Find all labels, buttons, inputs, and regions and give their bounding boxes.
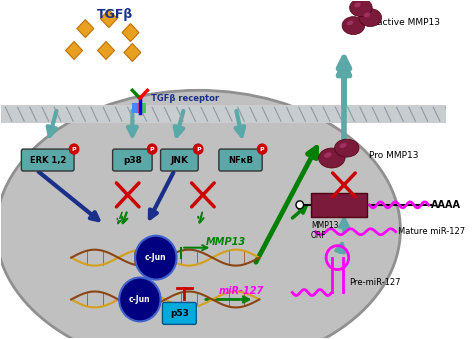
Ellipse shape bbox=[342, 17, 365, 35]
Text: TGFβ receptor: TGFβ receptor bbox=[151, 94, 219, 103]
Ellipse shape bbox=[335, 139, 359, 157]
Text: Pro MMP13: Pro MMP13 bbox=[369, 151, 419, 160]
Circle shape bbox=[135, 236, 176, 280]
Text: miR-127: miR-127 bbox=[219, 286, 264, 297]
Bar bbox=[0, 105, 447, 123]
Polygon shape bbox=[65, 41, 82, 59]
Circle shape bbox=[119, 278, 161, 321]
Text: P: P bbox=[72, 146, 76, 152]
Text: NFκB: NFκB bbox=[228, 156, 253, 164]
Polygon shape bbox=[122, 24, 139, 41]
Text: c-Jun: c-Jun bbox=[129, 295, 151, 304]
Ellipse shape bbox=[354, 2, 361, 7]
Text: MMP13
ORF: MMP13 ORF bbox=[311, 221, 338, 240]
Text: P: P bbox=[260, 146, 264, 152]
Polygon shape bbox=[98, 41, 115, 59]
Circle shape bbox=[147, 144, 157, 154]
FancyBboxPatch shape bbox=[219, 149, 262, 171]
FancyBboxPatch shape bbox=[142, 103, 146, 113]
Circle shape bbox=[296, 201, 303, 209]
Circle shape bbox=[257, 144, 267, 154]
Text: Mature miR-127: Mature miR-127 bbox=[398, 227, 465, 236]
Text: P: P bbox=[150, 146, 155, 152]
Text: c-Jun: c-Jun bbox=[145, 253, 167, 262]
Polygon shape bbox=[77, 20, 94, 38]
Polygon shape bbox=[124, 43, 141, 61]
Text: P: P bbox=[196, 146, 201, 152]
FancyBboxPatch shape bbox=[132, 103, 137, 113]
Polygon shape bbox=[100, 9, 117, 27]
Text: JNK: JNK bbox=[170, 156, 188, 164]
FancyBboxPatch shape bbox=[161, 149, 198, 171]
Ellipse shape bbox=[339, 143, 346, 148]
Text: p53: p53 bbox=[170, 309, 189, 318]
FancyBboxPatch shape bbox=[163, 302, 196, 324]
Circle shape bbox=[193, 144, 203, 154]
Text: active MMP13: active MMP13 bbox=[377, 18, 440, 27]
Ellipse shape bbox=[364, 13, 370, 17]
Ellipse shape bbox=[0, 90, 401, 339]
Text: MMP13: MMP13 bbox=[206, 237, 246, 247]
FancyBboxPatch shape bbox=[21, 149, 74, 171]
FancyBboxPatch shape bbox=[311, 193, 367, 217]
Circle shape bbox=[69, 144, 79, 154]
Text: Pre-miR-127: Pre-miR-127 bbox=[349, 278, 400, 287]
Ellipse shape bbox=[359, 9, 382, 26]
Ellipse shape bbox=[324, 152, 332, 158]
Text: AAAA: AAAA bbox=[431, 200, 461, 210]
Ellipse shape bbox=[350, 0, 372, 17]
FancyBboxPatch shape bbox=[137, 103, 142, 113]
Ellipse shape bbox=[319, 148, 345, 168]
Text: ERK 1,2: ERK 1,2 bbox=[29, 156, 66, 164]
FancyBboxPatch shape bbox=[113, 149, 152, 171]
Text: TGFβ: TGFβ bbox=[97, 8, 134, 21]
Text: p38: p38 bbox=[123, 156, 142, 164]
Ellipse shape bbox=[346, 20, 353, 25]
